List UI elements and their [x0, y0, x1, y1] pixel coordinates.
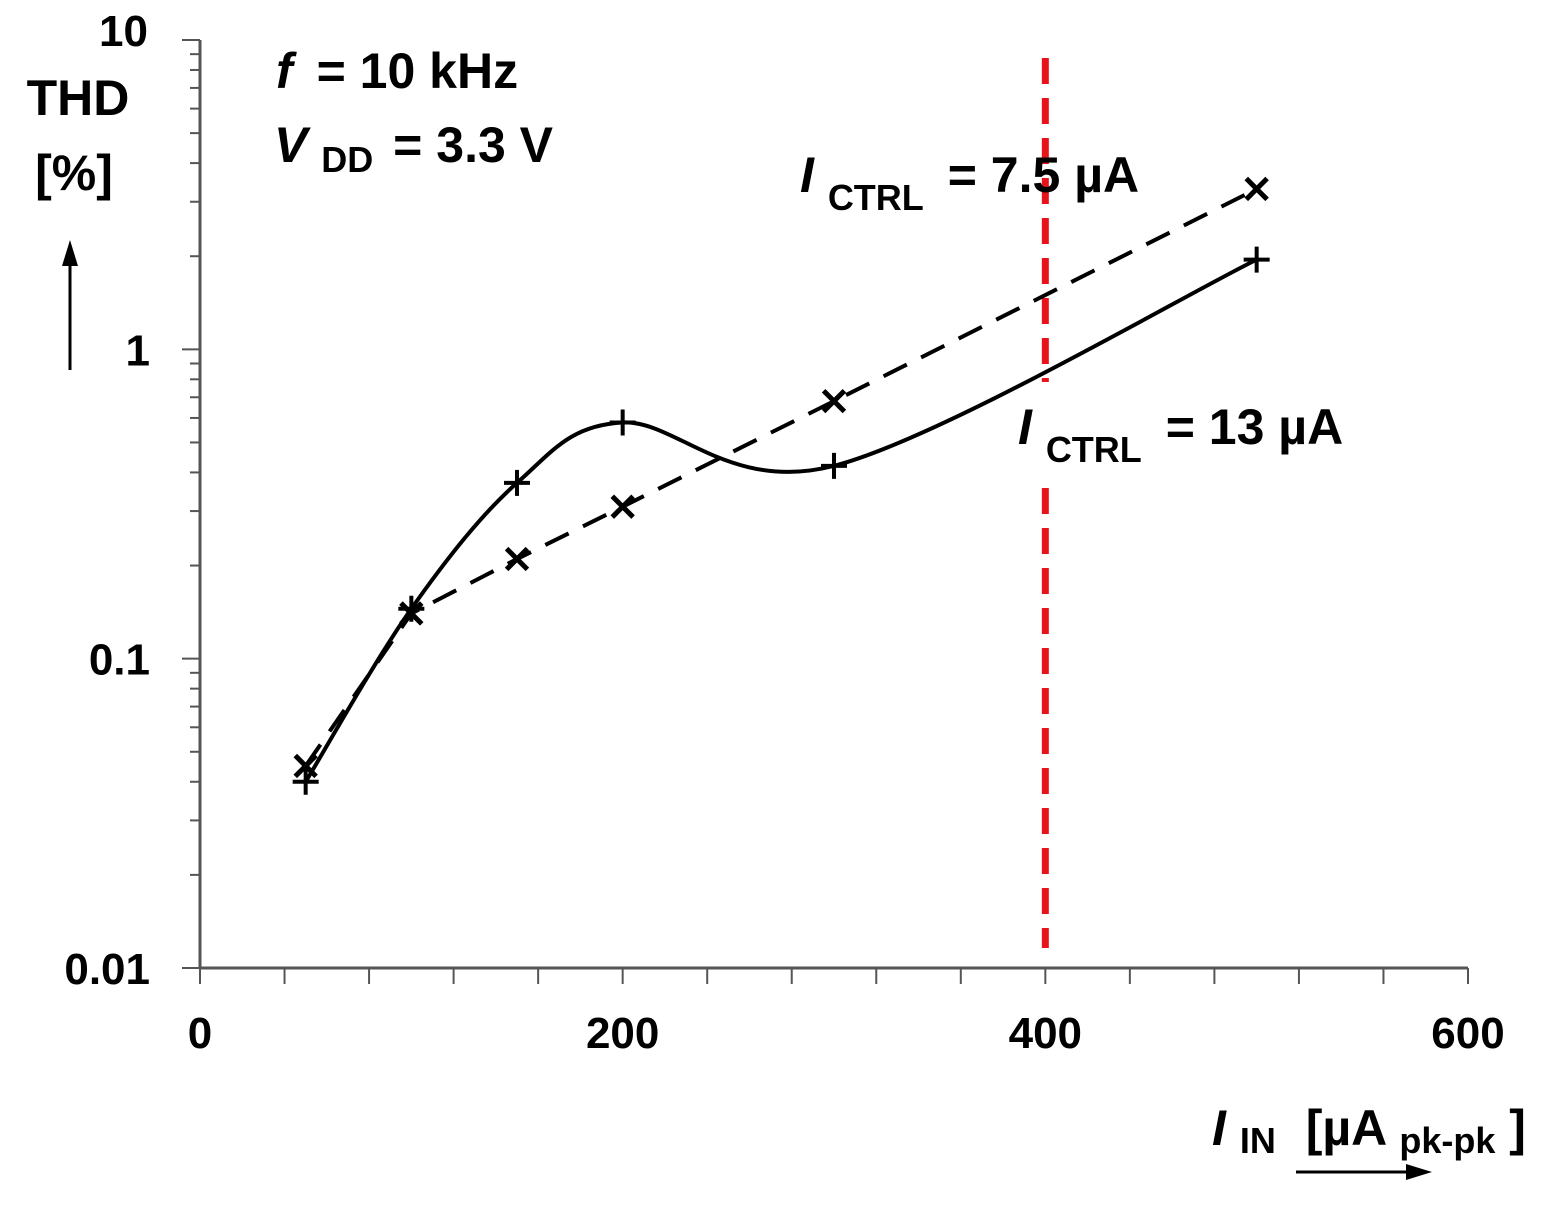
data-point-x	[821, 388, 847, 414]
data-point-x	[1244, 176, 1269, 202]
x-axis-arrow-icon	[1296, 1164, 1432, 1180]
y-tick-label: 0.01	[64, 945, 150, 994]
axis-ticks: 0 200 400 600 0.01 0.1 1 10	[64, 7, 1504, 1058]
series-label-ictrl-13: I CTRL = 13 µA	[1018, 399, 1343, 473]
x-tick-label: 600	[1431, 1009, 1504, 1058]
x-axis-label: I IN [µA pk-pk ]	[1212, 1100, 1526, 1164]
y-axis-label-line1: THD	[27, 70, 130, 126]
axis-minor-ticks	[182, 39, 1469, 984]
data-point-plus	[504, 469, 530, 496]
markers-group	[292, 176, 1270, 795]
series-group	[303, 187, 1258, 783]
x-tick-label: 400	[1009, 1009, 1082, 1058]
frequency-condition: f = 10 kHz	[276, 43, 518, 99]
y-tick-label: 10	[99, 7, 148, 56]
data-point-plus	[398, 595, 425, 622]
y-axis-arrow-icon	[62, 240, 78, 370]
x-tick-label: 0	[188, 1009, 212, 1058]
data-point-plus	[821, 452, 847, 479]
x-tick-label: 200	[586, 1009, 659, 1058]
series-line-ictrl-13	[303, 257, 1258, 783]
data-point-x	[293, 753, 318, 779]
series-label-ictrl-7-5: I CTRL = 7.5 µA	[800, 147, 1139, 221]
y-tick-label: 0.1	[89, 636, 150, 685]
vdd-condition: V DD = 3.3 V	[274, 117, 554, 183]
y-axis-label-line2: [%]	[35, 145, 113, 201]
data-point-plus	[609, 409, 636, 436]
data-point-plus	[1243, 246, 1270, 273]
data-point-x	[610, 494, 635, 519]
data-point-x	[504, 546, 530, 572]
series-line-ictrl-7-5	[304, 187, 1258, 768]
data-point-plus	[292, 768, 319, 795]
y-tick-label: 1	[126, 326, 150, 375]
